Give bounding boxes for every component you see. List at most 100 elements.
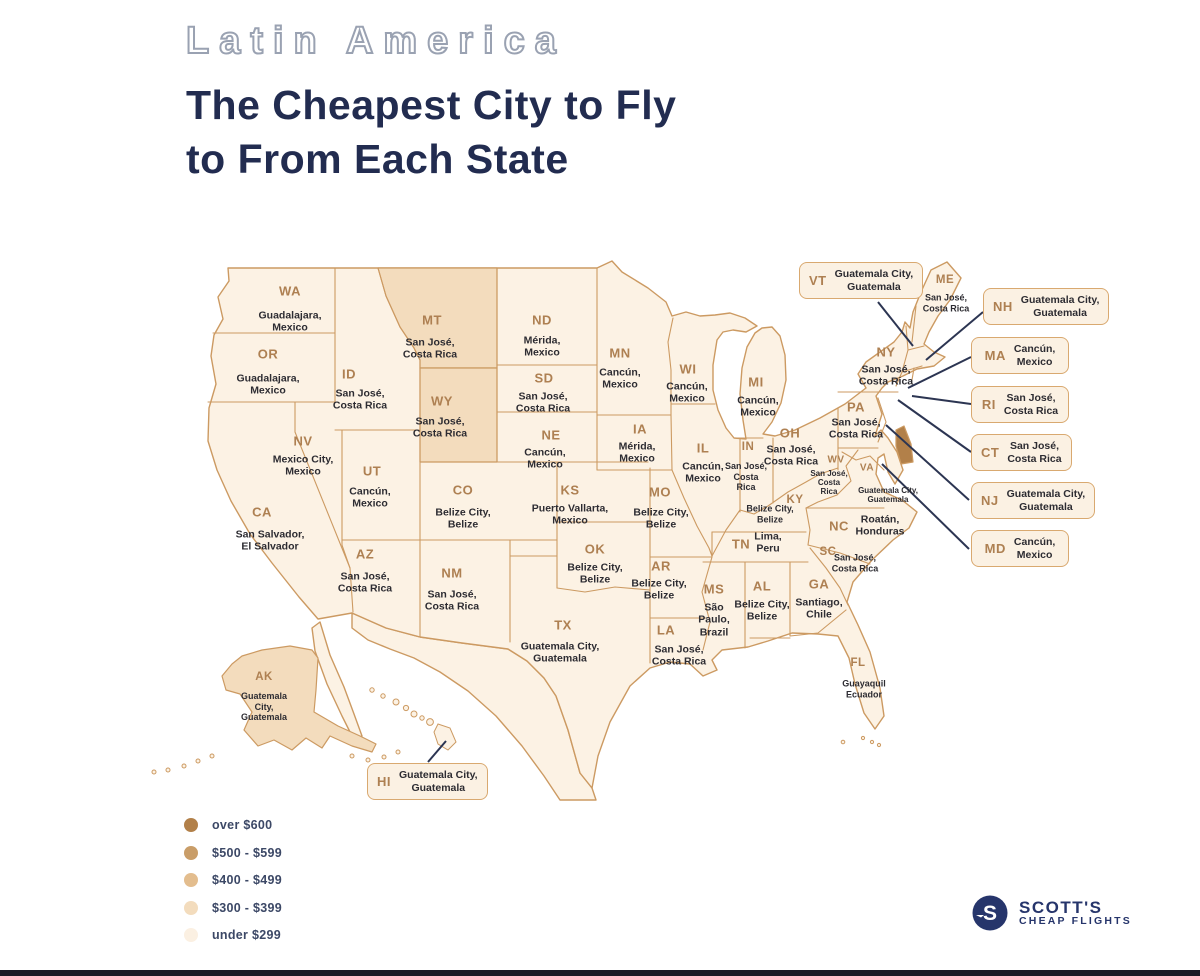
logo-name: SCOTT'S [1019,897,1103,917]
state-destination-VA: Guatemala City, Guatemala [858,485,918,504]
legend-row: over $600 [184,818,282,832]
state-callout-NH: NH Guatemala City, Guatemala [983,288,1110,326]
state-destination-IL: Cancún, Mexico [682,460,724,485]
state-code-IN: IN [741,441,755,453]
callout-state-code: MA [984,348,1006,364]
state-destination-GA: Santiago, Chile [795,596,843,621]
state-code-LA: LA [656,622,676,638]
state-code-MO: MO [649,484,671,500]
state-code-WI: WI [679,361,697,377]
state-destination-MI: Cancún, Mexico [737,394,779,419]
legend-color-dot [184,873,198,887]
state-code-MT: MT [422,312,442,328]
state-destination-ND: Mérida, Mexico [523,334,561,359]
callout-state-code: CT [981,445,1000,461]
legend-row: $400 - $499 [184,873,282,887]
leader-md [881,463,970,550]
state-code-NC: NC [829,518,849,534]
callout-state-code: MD [984,541,1006,557]
state-destination-WY: San José, Costa Rica [412,415,468,440]
state-code-ND: ND [532,312,552,328]
callout-destination: San José, Costa Rica [1003,392,1059,417]
state-code-WY: WY [431,393,453,409]
bottom-edge-bar [0,970,1200,976]
title-line-2: to From Each State [186,136,569,183]
callout-destination: Guatemala City, Guatemala [834,268,914,293]
state-destination-ME: San José, Costa Rica [922,292,970,313]
state-code-KY: KY [786,494,804,506]
state-code-MN: MN [609,345,631,361]
leader-ct [897,399,972,453]
callout-state-code: NH [993,299,1013,315]
state-destination-NC: Roatán, Honduras [855,513,905,538]
state-destination-CO: Belize City, Belize [435,506,491,531]
callout-state-code: NJ [981,493,999,509]
callout-state-code: VT [809,273,827,289]
state-code-AR: AR [651,558,671,574]
state-destination-MN: Cancún, Mexico [599,366,641,391]
state-code-IA: IA [633,421,647,437]
legend-color-dot [184,928,198,942]
state-code-OH: OH [779,425,801,441]
state-destination-LA: San José, Costa Rica [651,643,707,668]
legend-row: under $299 [184,928,282,942]
state-borders [207,267,925,664]
state-code-CA: CA [252,504,272,520]
state-code-CO: CO [452,482,474,498]
state-code-SD: SD [534,370,554,386]
legend-label: $400 - $499 [212,873,283,887]
legend-label: $300 - $399 [212,900,283,915]
state-destination-NV: Mexico City, Mexico [272,453,334,478]
callout-destination: San José, Costa Rica [1007,440,1062,465]
state-shape-alaska [221,645,377,753]
page-title: The Cheapest City to Fly to From Each Sta… [186,78,676,186]
state-code-NY: NY [876,344,896,360]
legend-color-dot [184,845,198,860]
state-code-IL: IL [696,440,710,456]
state-code-FL: FL [850,657,866,669]
callout-leader-lines [427,301,984,763]
state-destination-SC: San José, Costa Rica [831,552,879,573]
callout-destination: Guatemala City, Guatemala [1020,294,1100,319]
state-code-UT: UT [362,463,382,479]
islands [151,687,882,775]
state-destination-IA: Mérida, Mexico [618,440,656,465]
state-shape-delaware [895,425,914,465]
state-destination-MO: Belize City, Belize [633,506,689,531]
state-destination-SD: San José, Costa Rica [515,390,571,415]
state-destination-PA: San José, Costa Rica [828,416,884,441]
state-destination-CA: San Salvador, El Salvador [235,528,305,553]
state-callout-MA: MA Cancún, Mexico [971,337,1069,375]
state-destination-OK: Belize City, Belize [567,561,623,586]
state-code-TN: TN [731,536,751,552]
state-code-KS: KS [560,482,580,498]
state-code-AK: AK [255,671,273,683]
state-destination-OH: San José, Costa Rica [763,443,819,468]
state-code-PA: PA [846,399,866,415]
state-code-ID: ID [342,366,356,382]
callout-destination: Cancún, Mexico [1013,343,1056,368]
state-callout-HI: HI Guatemala City, Guatemala [367,763,488,801]
state-destination-UT: Cancún, Mexico [349,485,391,510]
state-destination-ID: San José, Costa Rica [332,387,388,412]
callout-state-code: HI [377,774,391,790]
state-destination-OR: Guadalajara, Mexico [236,372,300,397]
us-mainland-shape [207,260,962,789]
state-callout-CT: CT San José, Costa Rica [971,434,1072,472]
state-destination-MS: São Paulo, Brazil [698,601,730,639]
state-code-SC: SC [819,546,837,558]
state-code-MS: MS [703,581,725,597]
state-code-MI: MI [748,374,764,390]
state-destination-NY: San José, Costa Rica [858,363,914,388]
leader-ma [907,356,972,389]
state-code-WA: WA [279,283,301,299]
state-callout-RI: RI San José, Costa Rica [971,386,1069,424]
state-destination-TN: Lima, Peru [754,530,782,555]
legend-label: over $600 [212,818,273,832]
state-code-VA: VA [859,462,875,474]
state-code-WV: WV [827,454,845,466]
state-code-NV: NV [293,433,313,449]
legend-row: $500 - $599 [184,845,282,860]
state-destination-NM: San José, Costa Rica [424,588,480,613]
